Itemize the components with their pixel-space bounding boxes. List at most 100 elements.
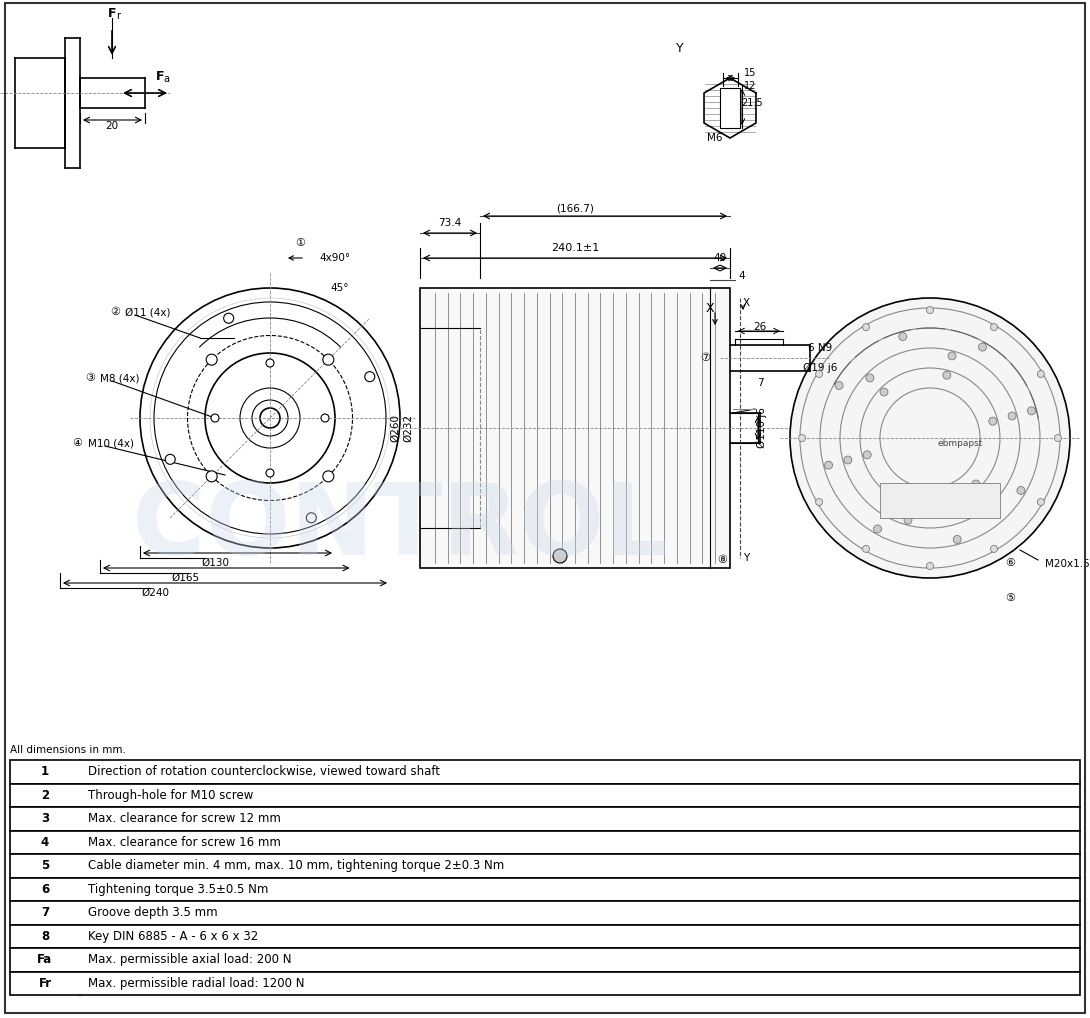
Text: 21.5: 21.5 (741, 98, 763, 108)
Circle shape (863, 451, 871, 459)
Circle shape (1038, 371, 1044, 378)
Text: ⑥: ⑥ (1005, 558, 1015, 568)
Text: Y: Y (676, 42, 683, 55)
Text: 1: 1 (41, 766, 49, 778)
Circle shape (880, 388, 888, 396)
Text: Ø19 j6: Ø19 j6 (803, 362, 837, 374)
Text: 6: 6 (41, 883, 49, 896)
Text: ③: ③ (85, 373, 95, 383)
Text: Ø130: Ø130 (201, 558, 229, 568)
Bar (880, 483, 1000, 518)
Text: M8 (4x): M8 (4x) (100, 373, 140, 383)
Bar (420, 288, 730, 568)
Circle shape (306, 513, 316, 523)
Circle shape (799, 435, 806, 442)
Text: Fa: Fa (37, 953, 52, 966)
Circle shape (926, 563, 933, 569)
Circle shape (835, 382, 843, 390)
Text: ⑧: ⑧ (717, 555, 727, 565)
Circle shape (553, 549, 567, 563)
Circle shape (948, 352, 956, 360)
Text: Groove depth 3.5 mm: Groove depth 3.5 mm (88, 906, 218, 919)
Circle shape (266, 359, 274, 367)
Text: Max. clearance for screw 12 mm: Max. clearance for screw 12 mm (88, 812, 281, 826)
Text: ④: ④ (72, 438, 82, 448)
Text: 20: 20 (106, 121, 119, 131)
Circle shape (986, 494, 994, 502)
Bar (10, 831, 1080, 854)
Circle shape (1028, 407, 1036, 414)
Text: 15: 15 (743, 68, 756, 78)
Circle shape (979, 343, 986, 351)
Circle shape (909, 497, 917, 505)
Text: WARNING: WARNING (921, 496, 959, 505)
Circle shape (166, 454, 175, 464)
Circle shape (790, 298, 1070, 578)
Text: 73.4: 73.4 (438, 218, 462, 228)
Circle shape (266, 469, 274, 477)
Circle shape (1017, 487, 1025, 495)
Text: Tightening torque 3.5±0.5 Nm: Tightening torque 3.5±0.5 Nm (88, 883, 268, 896)
Circle shape (1038, 499, 1044, 506)
Text: M6: M6 (707, 133, 723, 143)
Text: Max. clearance for screw 16 mm: Max. clearance for screw 16 mm (88, 836, 281, 849)
Circle shape (862, 324, 870, 331)
Text: 26: 26 (753, 322, 766, 332)
Text: (166.7): (166.7) (556, 203, 594, 213)
Bar (720, 88, 740, 128)
Circle shape (989, 417, 996, 426)
Text: All dimensions in mm.: All dimensions in mm. (10, 745, 125, 755)
Bar (10, 878, 1080, 901)
Text: Max. permissible radial load: 1200 N: Max. permissible radial load: 1200 N (88, 976, 304, 989)
Circle shape (904, 516, 912, 524)
Text: Cable diameter min. 4 mm, max. 10 mm, tightening torque 2±0.3 Nm: Cable diameter min. 4 mm, max. 10 mm, ti… (88, 859, 505, 872)
Bar (10, 948, 1080, 971)
Text: X: X (743, 298, 750, 308)
Text: 4: 4 (739, 271, 746, 281)
Text: 45°: 45° (330, 283, 349, 293)
Bar (10, 807, 1080, 831)
Text: ebmpapst: ebmpapst (937, 439, 983, 448)
Text: ⑤: ⑤ (1005, 593, 1015, 603)
Bar (10, 971, 1080, 995)
Text: 240.1±1: 240.1±1 (550, 243, 600, 253)
Text: ②: ② (110, 307, 120, 317)
Text: r: r (116, 11, 120, 21)
Circle shape (211, 414, 219, 422)
Text: Ø11 (4x): Ø11 (4x) (125, 307, 170, 317)
Circle shape (991, 546, 997, 553)
Circle shape (873, 525, 882, 533)
Text: ①: ① (295, 238, 305, 248)
Circle shape (1008, 412, 1016, 420)
Circle shape (824, 461, 833, 469)
Circle shape (972, 479, 980, 488)
Circle shape (323, 354, 334, 365)
Text: Ø260: Ø260 (390, 414, 400, 442)
Text: a: a (164, 74, 169, 84)
Text: CONTROL: CONTROL (132, 479, 668, 576)
Text: Key DIN 6885 - A - 6 x 6 x 32: Key DIN 6885 - A - 6 x 6 x 32 (88, 929, 258, 943)
Text: 4x90°: 4x90° (319, 253, 351, 263)
Circle shape (815, 499, 823, 506)
Circle shape (323, 471, 334, 482)
Text: 6 N9: 6 N9 (808, 343, 832, 353)
Text: 7: 7 (41, 906, 49, 919)
Bar (10, 924, 1080, 948)
Circle shape (223, 314, 233, 324)
Text: Ø165: Ø165 (171, 573, 199, 583)
Circle shape (1054, 435, 1062, 442)
Circle shape (320, 414, 329, 422)
Circle shape (844, 456, 852, 464)
Text: Direction of rotation counterclockwise, viewed toward shaft: Direction of rotation counterclockwise, … (88, 766, 440, 778)
Circle shape (862, 546, 870, 553)
Bar (10, 854, 1080, 878)
Bar (10, 901, 1080, 924)
Text: Ø240: Ø240 (141, 588, 169, 598)
Text: 12: 12 (743, 81, 756, 91)
Text: Ø110 j6: Ø110 j6 (756, 407, 767, 449)
Text: 5: 5 (41, 859, 49, 872)
Text: 4: 4 (41, 836, 49, 849)
Text: 7: 7 (756, 378, 763, 388)
Circle shape (899, 333, 907, 341)
Text: ⑦: ⑦ (700, 353, 710, 363)
